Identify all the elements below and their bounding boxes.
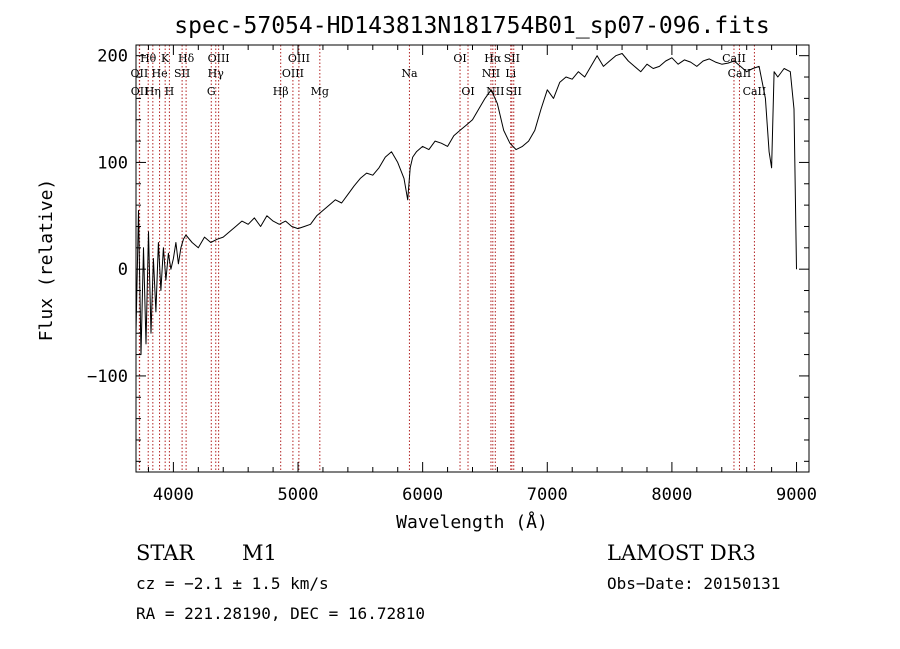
x-tick-label: 4000 [153, 485, 194, 505]
line-label: OIII [282, 67, 304, 80]
axes: 4000 5000 6000 7000 8000 9000 −100 0 100 200 [87, 45, 817, 505]
y-tick-label: 200 [97, 47, 128, 67]
redshift-info: cz = −2.1 ± 1.5 km/s [136, 574, 329, 593]
y-axis-label: Flux (relative) [36, 179, 57, 342]
coordinates: RA = 221.28190, DEC = 16.72810 [136, 604, 425, 623]
emission-line-markers [138, 45, 755, 472]
spectrum-line [135, 53, 797, 356]
x-tick-label: 6000 [402, 485, 443, 505]
line-label: Hη [145, 85, 161, 98]
x-tick-label: 5000 [278, 485, 319, 505]
line-label: CaII [728, 67, 752, 80]
line-label: Hδ [178, 52, 195, 65]
object-subclass: M1 [242, 541, 277, 565]
line-label: Mg [311, 85, 329, 98]
line-label: Na [401, 67, 418, 80]
line-label: OIII [208, 52, 230, 65]
line-label: SII [174, 67, 190, 80]
line-label: OII [131, 67, 149, 80]
y-tick-label: 100 [97, 153, 128, 173]
line-label: Hα [484, 52, 502, 65]
line-label: Hθ [140, 52, 157, 65]
line-label: SII [504, 52, 520, 65]
line-label: CaII [722, 52, 746, 65]
line-label: He [152, 67, 168, 80]
line-label: OIII [288, 52, 310, 65]
spectrum-series [135, 53, 797, 356]
object-class: STAR [136, 541, 195, 565]
survey-name: LAMOST DR3 [607, 541, 756, 565]
line-label: NII [482, 67, 500, 80]
line-label: K [161, 52, 170, 65]
line-label: Hβ [273, 85, 289, 98]
x-tick-label: 8000 [651, 485, 692, 505]
x-axis-label: Wavelength (Å) [396, 511, 548, 533]
plot-frame [135, 44, 810, 473]
line-label: CaII [743, 85, 767, 98]
x-tick-label: 9000 [776, 485, 817, 505]
line-label: SII [506, 85, 522, 98]
y-tick-label: −100 [87, 367, 128, 387]
line-label: Li [505, 67, 516, 80]
emission-line-labels: HθOIIOIIHηHeKHSIIHδGHγOIIIHβOIIIOIIIMgNa… [131, 52, 767, 98]
y-tick-label: 0 [118, 260, 128, 280]
line-label: Hγ [208, 67, 225, 80]
line-label: OI [453, 52, 466, 65]
line-label: NII [486, 85, 504, 98]
line-label: G [207, 85, 216, 98]
line-label: H [165, 85, 175, 98]
x-tick-label: 7000 [527, 485, 568, 505]
observation-date: Obs−Date: 20150131 [607, 574, 780, 593]
line-label: OII [131, 85, 149, 98]
line-label: OI [461, 85, 474, 98]
chart-title: spec-57054-HD143813N181754B01_sp07-096.f… [174, 13, 769, 39]
